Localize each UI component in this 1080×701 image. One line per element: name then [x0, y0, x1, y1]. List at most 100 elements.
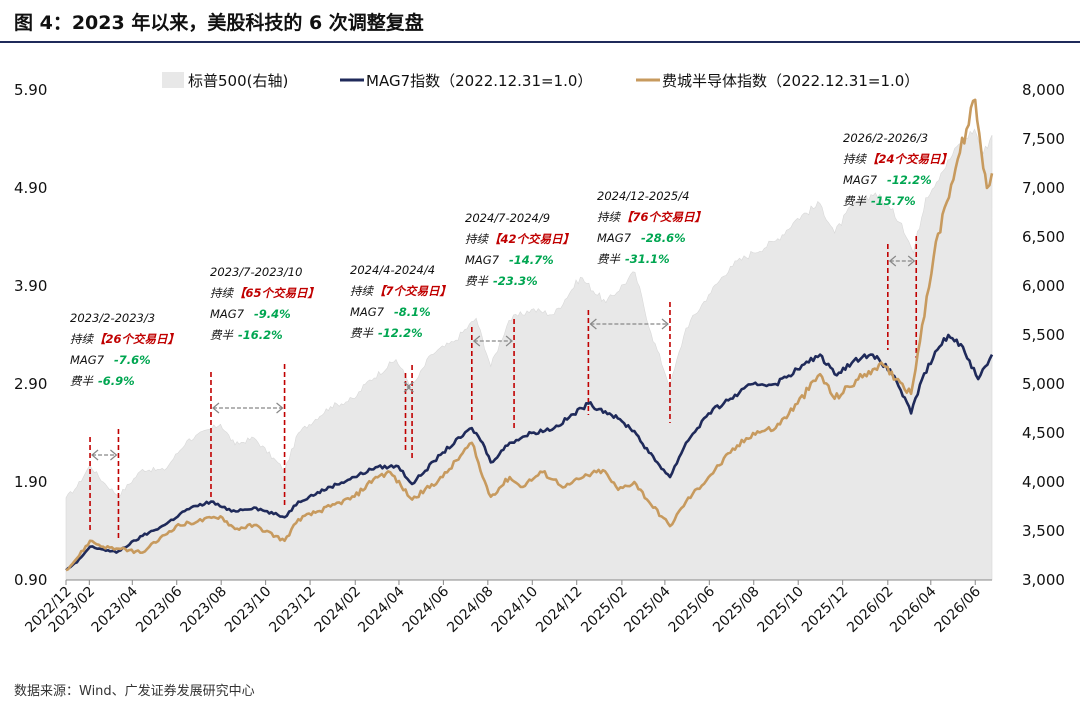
y-left-tick-label: 4.90 [14, 179, 47, 197]
arrow-head-right [110, 449, 118, 461]
annotation-mag7-change: -12.2% [887, 173, 932, 187]
page-title: 图 4：2023 年以来，美股科技的 6 次调整复盘 [14, 12, 424, 34]
annotation-period: 2026/2-2026/3 [843, 131, 928, 145]
annotation-mag7-change: -7.6% [114, 353, 151, 367]
y-left-tick-label: 3.90 [14, 277, 47, 295]
annotation-duration: 【42个交易日】 [489, 232, 574, 246]
annotation-sox-label: 费半 [350, 326, 374, 340]
annotation-duration-prefix: 持续 [843, 152, 867, 166]
y-right-tick-label: 6,000 [1022, 277, 1065, 295]
annotation-sox-change: -16.2% [238, 328, 283, 342]
y-right-tick-label: 7,500 [1022, 130, 1065, 148]
arrow-head-left [472, 335, 481, 347]
annotation-period: 2024/12-2025/4 [597, 189, 689, 203]
x-tick-label: 2026/04 [887, 583, 940, 636]
annotation-sox-label: 费半 [70, 374, 94, 388]
mag7-line [65, 333, 994, 572]
annotation-mag7-label: MAG7 [597, 231, 632, 245]
y-right-tick-label: 3,000 [1022, 571, 1065, 589]
y-right-tick-label: 7,000 [1022, 179, 1065, 197]
arrow-head-right [276, 402, 284, 414]
x-tick-label: 2023/12 [266, 584, 318, 636]
annotation-sox-label: 费半 [210, 328, 234, 342]
y-right-tick-label: 6,500 [1022, 228, 1065, 246]
x-tick-label: 2024/02 [312, 584, 364, 636]
y-right-tick-label: 3,500 [1022, 522, 1065, 540]
legend-label-mag7: MAG7指数（2022.12.31=1.0） [366, 72, 592, 90]
x-tick-label: 2023/04 [89, 583, 142, 636]
x-tick-label: 2026/02 [844, 584, 896, 636]
annotation-sox-label: 费半 [843, 194, 867, 208]
chart-canvas: 2022/122023/022023/042023/062023/082023/… [14, 72, 1065, 636]
annotation-sox-label: 费半 [465, 274, 489, 288]
arrow-head-left [91, 449, 99, 461]
annotation-mag7-label: MAG7 [843, 173, 878, 187]
annotation-mag7-change: -8.1% [394, 305, 431, 319]
annotation-duration-prefix: 持续 [210, 286, 234, 300]
y-right-tick-label: 4,500 [1022, 424, 1065, 442]
x-tick-label: 2023/10 [222, 584, 274, 636]
annotation-mag7-change: -9.4% [254, 307, 291, 321]
annotation-duration: 【26个交易日】 [94, 332, 179, 346]
legend-swatch-spx [162, 72, 184, 88]
y-right-tick-label: 5,500 [1022, 326, 1065, 344]
annotation-duration: 【76个交易日】 [621, 210, 706, 224]
arrow-head-right [907, 255, 916, 267]
legend-label-spx: 标普500(右轴) [188, 72, 288, 90]
annotation-mag7-label: MAG7 [350, 305, 385, 319]
x-tick-label: 2025/10 [755, 584, 807, 636]
annotation-mag7-label: MAG7 [465, 253, 500, 267]
annotation-period: 2023/7-2023/10 [210, 265, 302, 279]
x-tick-label: 2025/12 [799, 584, 851, 636]
y-left-tick-label: 1.90 [14, 473, 47, 491]
annotation-duration-prefix: 持续 [70, 332, 94, 346]
index-lines-layer [65, 98, 994, 572]
x-tick-label: 2025/04 [621, 583, 674, 636]
annotation-duration-prefix: 持续 [350, 284, 374, 298]
arrow-head-right [661, 318, 669, 330]
x-tick-label: 2025/08 [710, 584, 762, 636]
source-note: 数据来源：Wind、广发证券发展研究中心 [14, 684, 255, 699]
annotation-sox-change: -6.9% [98, 374, 135, 388]
annotation-mag7-change: -28.6% [641, 231, 686, 245]
spx-area [65, 128, 993, 581]
annotation-sox-change: -23.3% [493, 274, 538, 288]
x-tick-label: 2024/10 [489, 584, 541, 636]
annotations-layer: 2023/2-2023/3 持续 【26个交易日】 MAG7 -7.6% 费半 -6.9% 2… [70, 131, 952, 388]
x-tick-label: 2025/06 [666, 583, 719, 636]
annotation-duration-prefix: 持续 [465, 232, 489, 246]
annotation-period: 2024/4-2024/4 [350, 263, 435, 277]
correction-markers-layer [89, 236, 918, 540]
annotation-mag7-label: MAG7 [210, 307, 245, 321]
y-right-tick-label: 8,000 [1022, 81, 1065, 99]
annotation-duration: 【65个交易日】 [234, 286, 319, 300]
y-left-tick-label: 5.90 [14, 81, 47, 99]
annotation-sox-change: -12.2% [378, 326, 423, 340]
sox-line [65, 98, 994, 572]
x-tick-label: 2024/04 [355, 583, 408, 636]
x-tick-label: 2024/08 [444, 584, 496, 636]
annotation-duration: 【24个交易日】 [867, 152, 952, 166]
arrow-head-right [403, 381, 412, 393]
x-tick-label: 2026/06 [932, 583, 985, 636]
x-tick-label: 2023/06 [133, 583, 186, 636]
y-right-tick-label: 4,000 [1022, 473, 1065, 491]
x-tick-label: 2024/12 [533, 584, 585, 636]
annotation-duration-prefix: 持续 [597, 210, 621, 224]
legend: 标普500(右轴) MAG7指数（2022.12.31=1.0） 费城半导体指数（2… [162, 72, 919, 90]
legend-label-sox: 费城半导体指数（2022.12.31=1.0） [662, 72, 919, 90]
x-tick-label: 2023/08 [178, 584, 230, 636]
arrow-head-left [212, 402, 220, 414]
annotation-sox-change: -31.1% [625, 252, 670, 266]
annotation-mag7-change: -14.7% [509, 253, 554, 267]
arrow-head-left [589, 318, 597, 330]
arrow-head-right [505, 335, 514, 347]
arrow-head-left [406, 381, 414, 393]
x-tick-label: 2024/06 [400, 583, 453, 636]
annotation-period: 2023/2-2023/3 [70, 311, 155, 325]
y-left-tick-label: 0.90 [14, 571, 47, 589]
annotation-period: 2024/7-2024/9 [465, 211, 550, 225]
annotation-duration: 【7个交易日】 [374, 284, 451, 298]
x-tick-label: 2025/02 [578, 584, 630, 636]
